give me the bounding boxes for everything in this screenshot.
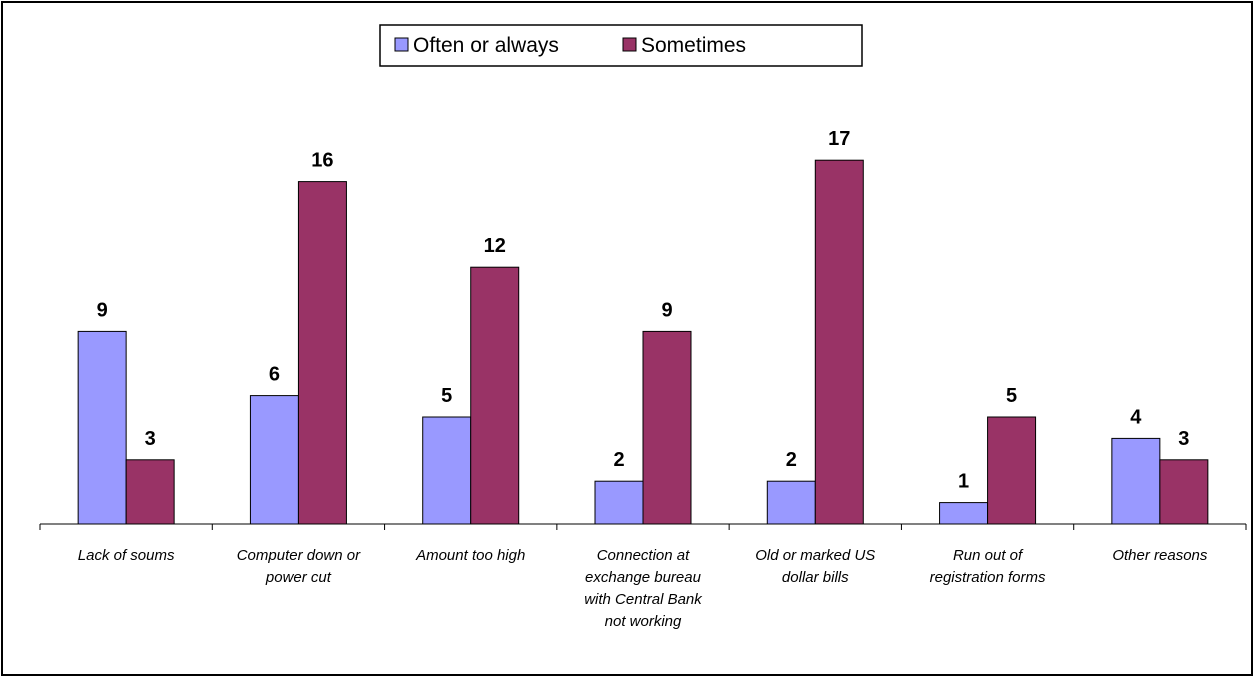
data-label: 5 [441, 385, 452, 407]
data-label: 3 [1178, 428, 1189, 450]
bar [939, 502, 989, 525]
bar [814, 159, 864, 525]
bar [297, 181, 347, 525]
category-label-line: exchange bureau [585, 569, 702, 586]
data-labels: 9 3 6 16 5 12 2 9 2 17 1 5 4 3 [97, 128, 1190, 492]
legend-label: Often or always [413, 34, 559, 57]
bars [77, 159, 1209, 525]
data-label: 1 [958, 471, 969, 493]
bar [125, 459, 175, 525]
bar [642, 330, 692, 525]
category-label-line: Connection at [597, 547, 690, 564]
data-label: 2 [786, 449, 797, 471]
category-label: Run out of registration forms [930, 547, 1046, 586]
category-label-line: Lack of soums [78, 547, 175, 564]
data-label: 6 [269, 364, 280, 386]
category-label: Amount too high [415, 547, 525, 564]
data-label: 3 [145, 428, 156, 450]
category-label: Lack of soums [78, 547, 175, 564]
category-label-line: with Central Bank [584, 591, 703, 608]
bar [987, 416, 1037, 525]
category-label: Old or marked US dollar bills [755, 547, 875, 586]
bar [249, 395, 299, 525]
category-label: Connection at exchange bureau with Central… [584, 547, 703, 630]
bar [594, 480, 644, 525]
bar [422, 416, 472, 525]
category-label: Computer down or power cut [237, 547, 361, 586]
data-label: 16 [311, 150, 333, 172]
category-label: Other reasons [1112, 547, 1208, 564]
data-label: 17 [828, 128, 850, 150]
legend: Often or always Sometimes [379, 24, 863, 67]
data-label: 12 [484, 235, 506, 257]
data-label: 5 [1006, 385, 1017, 407]
category-label-line: Run out of [953, 547, 1024, 564]
category-label-line: Computer down or [237, 547, 361, 564]
bar [1159, 459, 1209, 525]
legend-swatch [622, 37, 637, 52]
bar [77, 330, 127, 525]
legend-label: Sometimes [641, 34, 746, 57]
bar [470, 266, 520, 525]
data-label: 9 [661, 299, 672, 321]
legend-box [379, 24, 863, 67]
data-label: 9 [97, 299, 108, 321]
category-label-line: registration forms [930, 569, 1046, 586]
data-label: 2 [613, 449, 624, 471]
category-label-line: Other reasons [1112, 547, 1208, 564]
x-axis [39, 523, 1247, 530]
category-label-line: not working [605, 613, 682, 630]
category-label-line: power cut [265, 569, 332, 586]
legend-swatch [394, 37, 409, 52]
bar [766, 480, 816, 525]
category-labels: Lack of soums Computer down or power cut Am… [78, 547, 1208, 630]
category-label-line: Old or marked US [755, 547, 875, 564]
data-label: 4 [1130, 406, 1142, 428]
category-label-line: dollar bills [782, 569, 849, 586]
category-label-line: Amount too high [415, 547, 525, 564]
bar [1111, 437, 1161, 525]
